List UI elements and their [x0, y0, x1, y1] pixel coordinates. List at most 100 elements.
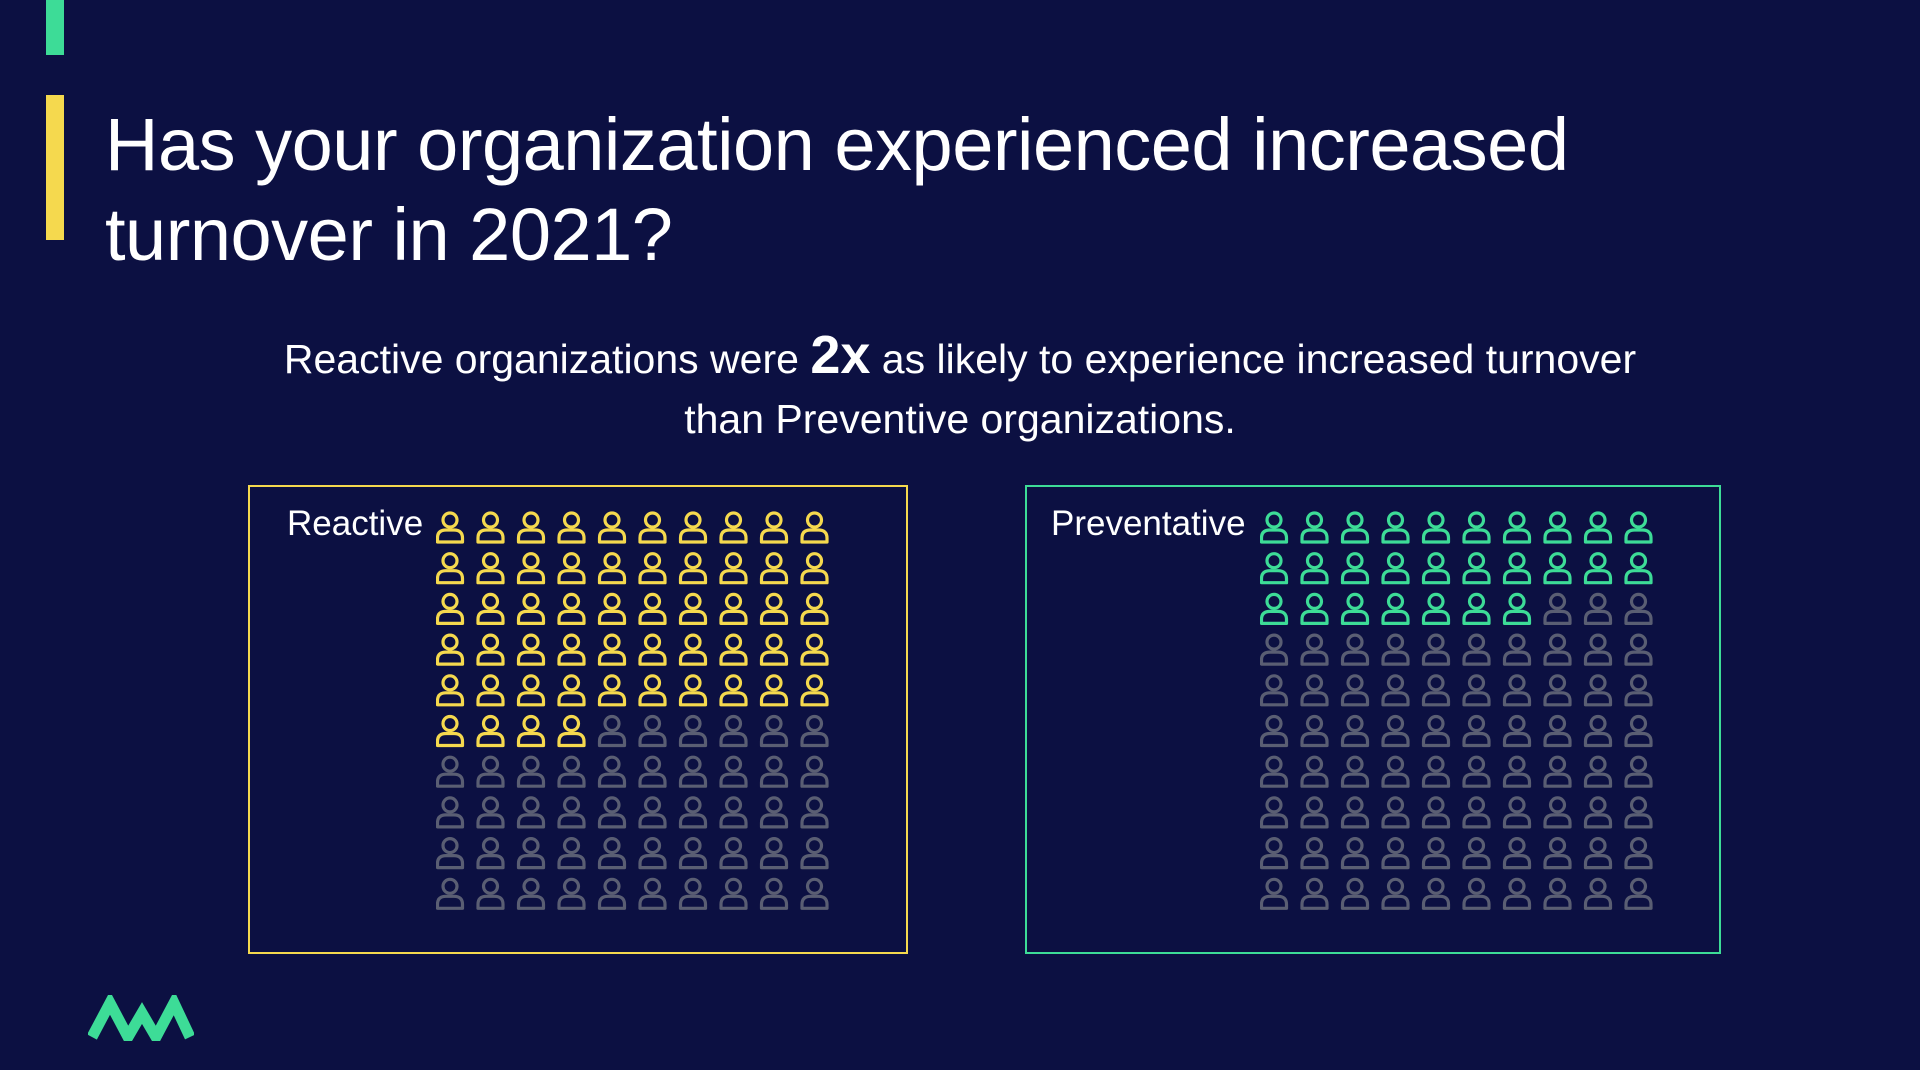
person-icon [436, 796, 465, 829]
person-icon-highlighted [719, 633, 748, 666]
person-icon [436, 877, 465, 910]
person-icon-highlighted [719, 674, 748, 707]
person-icon [800, 837, 829, 870]
reactive-label: Reactive [287, 504, 424, 543]
person-icon [1543, 714, 1572, 748]
person-icon-highlighted [759, 674, 789, 707]
person-icon [800, 714, 829, 748]
person-icon-highlighted [678, 592, 708, 626]
person-icon-highlighted [476, 714, 505, 748]
person-icon [1624, 592, 1653, 626]
subtitle-lead-text: Reactive organizations were [283, 336, 811, 382]
person-icon [678, 837, 708, 870]
brand-logo [88, 995, 194, 1041]
person-icon [1381, 877, 1410, 910]
person-icon-highlighted [1260, 552, 1289, 585]
person-icon [1260, 877, 1289, 910]
person-icon-highlighted [436, 674, 465, 707]
person-icon [1381, 755, 1410, 788]
person-icon-highlighted [1260, 511, 1289, 544]
person-icon [1583, 633, 1613, 666]
person-icon [597, 755, 627, 788]
person-icon-highlighted [1381, 552, 1410, 585]
person-icon [759, 714, 789, 748]
person-icon-highlighted [1502, 511, 1532, 544]
person-icon-highlighted [436, 714, 465, 748]
subtitle-tail-text: as likely to experience increased turnov… [684, 336, 1637, 442]
person-icon-highlighted [1502, 592, 1532, 626]
person-icon-highlighted [597, 511, 627, 544]
person-icon [476, 755, 505, 788]
person-icon-highlighted [638, 674, 667, 707]
person-icon [800, 796, 829, 829]
subtitle-emphasis: 2x [810, 325, 871, 385]
person-icon-highlighted [800, 552, 829, 585]
reactive-pictogram [436, 511, 829, 910]
person-icon [800, 877, 829, 910]
person-icon-highlighted [800, 592, 829, 626]
person-icon [1583, 837, 1613, 870]
person-icon-highlighted [800, 674, 829, 707]
person-icon [597, 837, 627, 870]
person-icon [1462, 755, 1491, 788]
subtitle: Reactive organizations were 2x as likely… [260, 325, 1660, 449]
person-icon [1421, 633, 1451, 666]
person-icon-highlighted [1421, 592, 1451, 626]
person-icon-highlighted [1624, 511, 1653, 544]
person-icon-highlighted [597, 633, 627, 666]
person-icon-highlighted [678, 633, 708, 666]
person-icon [1421, 714, 1451, 748]
person-icon [638, 837, 667, 870]
person-icon-highlighted [557, 633, 586, 666]
person-icon [1340, 714, 1370, 748]
person-icon [476, 796, 505, 829]
person-icon [1300, 877, 1329, 910]
person-icon [1260, 796, 1289, 829]
person-icon-highlighted [1583, 552, 1613, 585]
person-icon-highlighted [516, 633, 546, 666]
person-icon [1340, 674, 1370, 707]
person-icon-highlighted [476, 633, 505, 666]
person-icon [436, 837, 465, 870]
person-icon-highlighted [516, 552, 546, 585]
person-icon [1543, 877, 1572, 910]
person-icon [1462, 877, 1491, 910]
person-icon [1260, 837, 1289, 870]
person-icon-highlighted [638, 633, 667, 666]
person-icon [1300, 755, 1329, 788]
preventive-panel: Preventative [1025, 485, 1721, 954]
person-icon-highlighted [1300, 552, 1329, 585]
person-icon [1502, 796, 1532, 829]
person-icon [1543, 674, 1572, 707]
person-icon [719, 837, 748, 870]
person-icon-highlighted [476, 552, 505, 585]
person-icon [516, 837, 546, 870]
person-icon [1340, 755, 1370, 788]
person-icon [436, 755, 465, 788]
person-icon [638, 755, 667, 788]
person-icon [1583, 674, 1613, 707]
person-icon-highlighted [476, 674, 505, 707]
preventive-label: Preventative [1051, 504, 1246, 543]
page-title: Has your organization experienced increa… [105, 103, 1569, 276]
person-icon [1300, 796, 1329, 829]
person-icon-highlighted [516, 511, 546, 544]
person-icon-highlighted [719, 592, 748, 626]
person-icon [1624, 674, 1653, 707]
person-icon [1624, 837, 1653, 870]
person-icon [1502, 714, 1532, 748]
person-icon [800, 755, 829, 788]
person-icon [1543, 592, 1572, 626]
person-icon [1300, 674, 1329, 707]
person-icon [1421, 877, 1451, 910]
person-icon [1502, 633, 1532, 666]
person-icon [1583, 755, 1613, 788]
person-icon-highlighted [1340, 592, 1370, 626]
person-icon [719, 714, 748, 748]
person-icon-highlighted [638, 592, 667, 626]
person-icon-highlighted [557, 674, 586, 707]
person-icon [759, 755, 789, 788]
person-icon-highlighted [1624, 552, 1653, 585]
person-icon [1381, 714, 1410, 748]
preventive-pictogram [1260, 511, 1653, 910]
